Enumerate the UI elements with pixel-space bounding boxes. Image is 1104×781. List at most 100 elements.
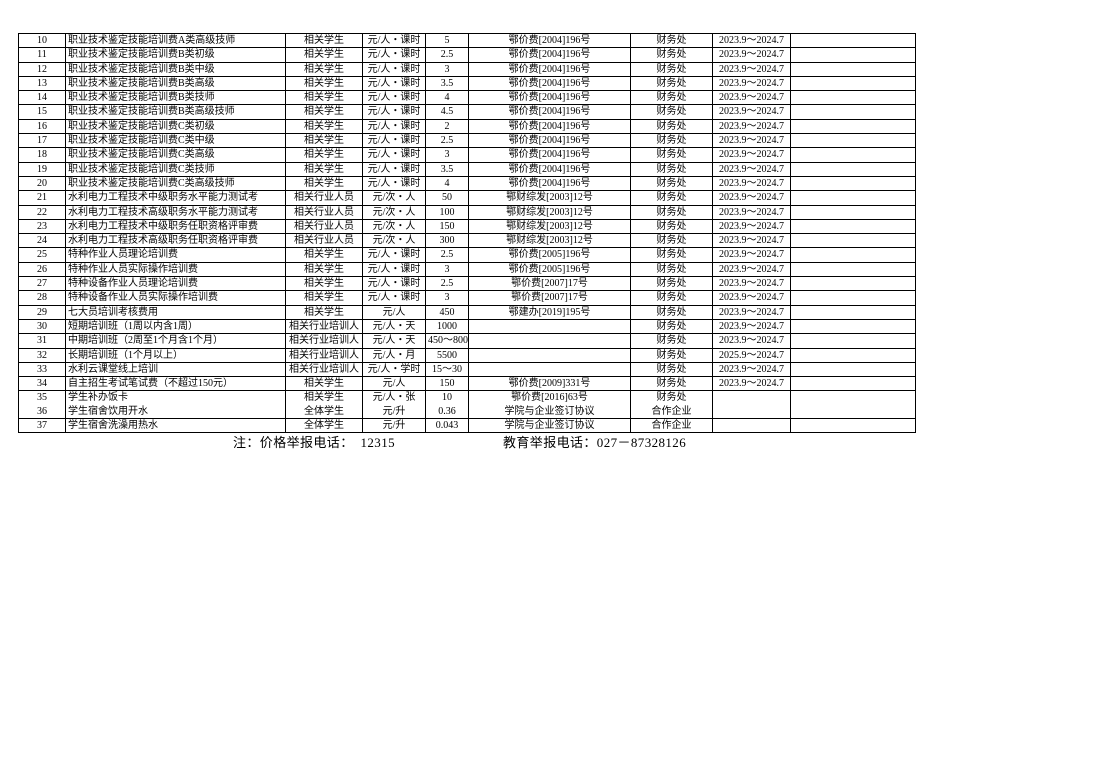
cell-dept: 财务处 — [630, 290, 713, 306]
cell-obj: 相关学生 — [285, 47, 363, 63]
cell-amt: 1000 — [425, 318, 469, 335]
table-row: 30 短期培训班（1周以内含1周） 相关行业培训人 元/人・天 1000 财务处 2023.… — [18, 318, 916, 335]
cell-amt: 3.5 — [425, 75, 469, 92]
cell-time: 2023.9～2024.7 — [712, 318, 791, 335]
cell-amt: 10 — [425, 390, 469, 405]
cell-note — [790, 218, 916, 235]
cell-item: 职业技术鉴定技能培训费C类高级 — [65, 147, 286, 163]
cell-unit: 元/次・人 — [362, 204, 426, 220]
cell-no: 24 — [18, 233, 66, 249]
cell-item: 学生补办饭卡 — [65, 390, 286, 405]
cell-item: 七大员培训考核费用 — [65, 304, 286, 320]
cell-time: 2025.9～2024.7 — [712, 347, 791, 363]
cell-amt: 2.5 — [425, 133, 469, 149]
cell-dept: 财务处 — [630, 32, 713, 49]
cell-amt: 2.5 — [425, 276, 469, 292]
cell-obj: 相关行业人员 — [285, 204, 363, 220]
cell-doc: 鄂价费[2007]17号 — [468, 290, 631, 306]
cell-obj: 相关学生 — [285, 147, 363, 163]
cell-no: 17 — [18, 133, 66, 149]
cell-item: 水利电力工程技术中级职务水平能力测试考 — [65, 190, 286, 206]
cell-item: 学生宿舍饮用开水 — [65, 404, 286, 420]
cell-doc: 鄂价费[2004]196号 — [468, 47, 631, 63]
cell-time: 2023.9～2024.7 — [712, 104, 791, 120]
cell-note — [790, 47, 916, 63]
cell-doc: 鄂财综发[2003]12号 — [468, 218, 631, 235]
cell-unit: 元/次・人 — [362, 218, 426, 235]
cell-doc: 鄂财综发[2003]12号 — [468, 204, 631, 220]
cell-unit: 元/人・课时 — [362, 276, 426, 292]
cell-note — [790, 404, 916, 420]
cell-obj: 相关行业培训人 — [285, 318, 363, 335]
table-row: 24 水利电力工程技术高级职务任职资格评审费 相关行业人员 元/次・人 300 鄂财综发[… — [18, 233, 916, 249]
fee-schedule-table: 10 职业技术鉴定技能培训费A类高级技师 相关学生 元/人・课时 5 鄂价费[2004]1… — [18, 32, 916, 434]
cell-dept: 财务处 — [630, 261, 713, 278]
cell-item: 中期培训班（2周至1个月含1个月） — [65, 333, 286, 349]
cell-obj: 相关学生 — [285, 90, 363, 106]
cell-obj: 相关学生 — [285, 247, 363, 263]
cell-amt: 2 — [425, 118, 469, 135]
cell-note — [790, 247, 916, 263]
cell-unit: 元/人・课时 — [362, 47, 426, 63]
cell-item: 长期培训班（1个月以上） — [65, 347, 286, 363]
cell-no: 20 — [18, 175, 66, 192]
cell-no: 23 — [18, 218, 66, 235]
cell-item: 职业技术鉴定技能培训费B类高级技师 — [65, 104, 286, 120]
cell-doc: 鄂价费[2004]196号 — [468, 61, 631, 77]
cell-obj: 相关学生 — [285, 304, 363, 320]
cell-dept: 财务处 — [630, 90, 713, 106]
cell-unit: 元/人・课时 — [362, 118, 426, 135]
table-row: 35 学生补办饭卡 相关学生 元/人・张 10 鄂价费[2016]63号 财务处 — [18, 390, 916, 405]
cell-time: 2023.9～2024.7 — [712, 333, 791, 349]
cell-no: 15 — [18, 104, 66, 120]
cell-no: 34 — [18, 376, 66, 392]
cell-amt: 450～800 — [425, 333, 469, 349]
cell-amt: 50 — [425, 190, 469, 206]
cell-obj: 相关学生 — [285, 161, 363, 177]
cell-dept: 财务处 — [630, 161, 713, 177]
cell-time: 2023.9～2024.7 — [712, 276, 791, 292]
cell-doc: 鄂价费[2004]196号 — [468, 32, 631, 49]
cell-amt: 0.36 — [425, 404, 469, 420]
cell-obj: 相关学生 — [285, 290, 363, 306]
cell-time: 2023.9～2024.7 — [712, 161, 791, 177]
cell-unit: 元/人・天 — [362, 318, 426, 335]
table-row: 32 长期培训班（1个月以上） 相关行业培训人 元/人・月 5500 财务处 2025.9～… — [18, 347, 916, 363]
cell-obj: 相关学生 — [285, 261, 363, 278]
cell-note — [790, 361, 916, 378]
cell-item: 职业技术鉴定技能培训费A类高级技师 — [65, 32, 286, 49]
cell-doc — [468, 333, 631, 349]
cell-dept: 合作企业 — [630, 418, 713, 434]
cell-amt: 2.5 — [425, 247, 469, 263]
cell-unit: 元/人・课时 — [362, 61, 426, 77]
cell-amt: 300 — [425, 233, 469, 249]
cell-note — [790, 75, 916, 92]
cell-no: 16 — [18, 118, 66, 135]
cell-dept: 财务处 — [630, 147, 713, 163]
table-row: 37 学生宿舍洗澡用热水 全体学生 元/升 0.043 学院与企业签订协议 合作企业 — [18, 418, 916, 434]
cell-obj: 相关学生 — [285, 276, 363, 292]
table-row: 23 水利电力工程技术中级职务任职资格评审费 相关行业人员 元/次・人 150 鄂财综发[… — [18, 218, 916, 235]
cell-time: 2023.9～2024.7 — [712, 175, 791, 192]
cell-amt: 3 — [425, 147, 469, 163]
cell-no: 27 — [18, 276, 66, 292]
cell-note — [790, 347, 916, 363]
table-row: 19 职业技术鉴定技能培训费C类技师 相关学生 元/人・课时 3.5 鄂价费[2004]1… — [18, 161, 916, 177]
cell-dept: 财务处 — [630, 118, 713, 135]
cell-obj: 相关学生 — [285, 75, 363, 92]
cell-item: 职业技术鉴定技能培训费C类高级技师 — [65, 175, 286, 192]
cell-doc: 鄂价费[2004]196号 — [468, 104, 631, 120]
cell-no: 30 — [18, 318, 66, 335]
cell-time — [712, 418, 791, 434]
cell-obj: 相关学生 — [285, 376, 363, 392]
cell-unit: 元/人・张 — [362, 390, 426, 405]
cell-dept: 财务处 — [630, 233, 713, 249]
cell-doc: 鄂财综发[2003]12号 — [468, 190, 631, 206]
cell-item: 职业技术鉴定技能培训费B类技师 — [65, 90, 286, 106]
cell-no: 21 — [18, 190, 66, 206]
cell-note — [790, 118, 916, 135]
cell-note — [790, 175, 916, 192]
cell-time: 2023.9～2024.7 — [712, 233, 791, 249]
cell-dept: 财务处 — [630, 247, 713, 263]
cell-time — [712, 404, 791, 420]
